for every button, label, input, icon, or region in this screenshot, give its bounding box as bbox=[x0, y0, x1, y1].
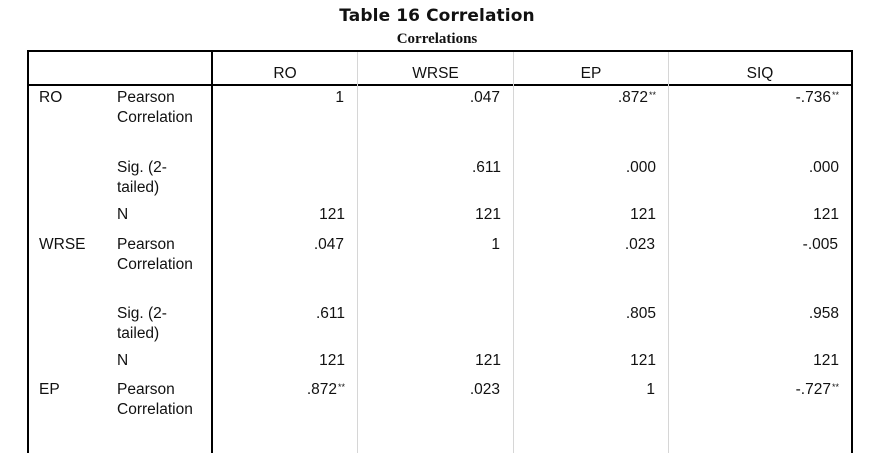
table-cell: -.005 bbox=[802, 236, 838, 253]
row-label-pearson: Pearson Correlation bbox=[117, 89, 193, 126]
correlation-table: RO WRSE EP SIQ RO Pearson Correlation 1 … bbox=[27, 50, 853, 453]
row-variable-wrse: WRSE bbox=[39, 236, 86, 253]
row-label-n: N bbox=[117, 352, 129, 369]
table-cell: .000 bbox=[808, 159, 839, 176]
table-cell: 1 bbox=[335, 89, 344, 106]
table-cell: .000 bbox=[625, 159, 656, 176]
column-header-siq: SIQ bbox=[746, 65, 774, 82]
col-separator bbox=[668, 52, 669, 453]
row-label-sig: Sig. (2-tailed) bbox=[117, 159, 167, 196]
row-label-sig: Sig. (2-tailed) bbox=[117, 305, 167, 342]
table-cell: .872** bbox=[617, 89, 656, 106]
table-cell: 121 bbox=[813, 352, 839, 369]
table-cell: 121 bbox=[630, 352, 656, 369]
table-cell: 121 bbox=[319, 206, 345, 223]
col-separator bbox=[513, 52, 514, 453]
row-label-n: N bbox=[117, 206, 129, 223]
stub-divider-rule bbox=[211, 50, 213, 453]
table-cell: .611 bbox=[315, 305, 345, 322]
table-subtitle: Correlations bbox=[396, 31, 478, 47]
table-cell: 121 bbox=[319, 352, 345, 369]
table-cell: 1 bbox=[646, 381, 655, 398]
table-cell: 121 bbox=[475, 352, 501, 369]
table-cell: 121 bbox=[813, 206, 839, 223]
row-variable-ep: EP bbox=[39, 381, 60, 398]
table-cell: 121 bbox=[475, 206, 501, 223]
table-right-rule bbox=[851, 50, 853, 453]
table-cell: .047 bbox=[313, 236, 344, 253]
table-left-rule bbox=[27, 50, 29, 453]
row-label-pearson: Pearson Correlation bbox=[117, 381, 193, 418]
column-header-wrse: WRSE bbox=[412, 65, 459, 82]
table-cell: .023 bbox=[469, 381, 500, 398]
column-header-ro: RO bbox=[273, 65, 297, 82]
col-separator bbox=[357, 52, 358, 453]
table-caption: Table 16 Correlation bbox=[339, 6, 535, 26]
table-cell: .047 bbox=[469, 89, 500, 106]
row-variable-ro: RO bbox=[39, 89, 63, 106]
table-cell: .611 bbox=[471, 159, 501, 176]
header-bottom-rule bbox=[27, 84, 853, 86]
table-cell: 121 bbox=[630, 206, 656, 223]
table-cell: -.727** bbox=[795, 381, 839, 398]
table-cell: 1 bbox=[491, 236, 500, 253]
table-top-rule bbox=[27, 50, 853, 52]
table-cell: .958 bbox=[808, 305, 839, 322]
table-cell: .023 bbox=[624, 236, 655, 253]
table-cell: .872** bbox=[306, 381, 345, 398]
column-header-ep: EP bbox=[580, 65, 602, 82]
table-cell: -.736** bbox=[795, 89, 839, 106]
row-label-pearson: Pearson Correlation bbox=[117, 236, 193, 273]
table-cell: .805 bbox=[625, 305, 656, 322]
